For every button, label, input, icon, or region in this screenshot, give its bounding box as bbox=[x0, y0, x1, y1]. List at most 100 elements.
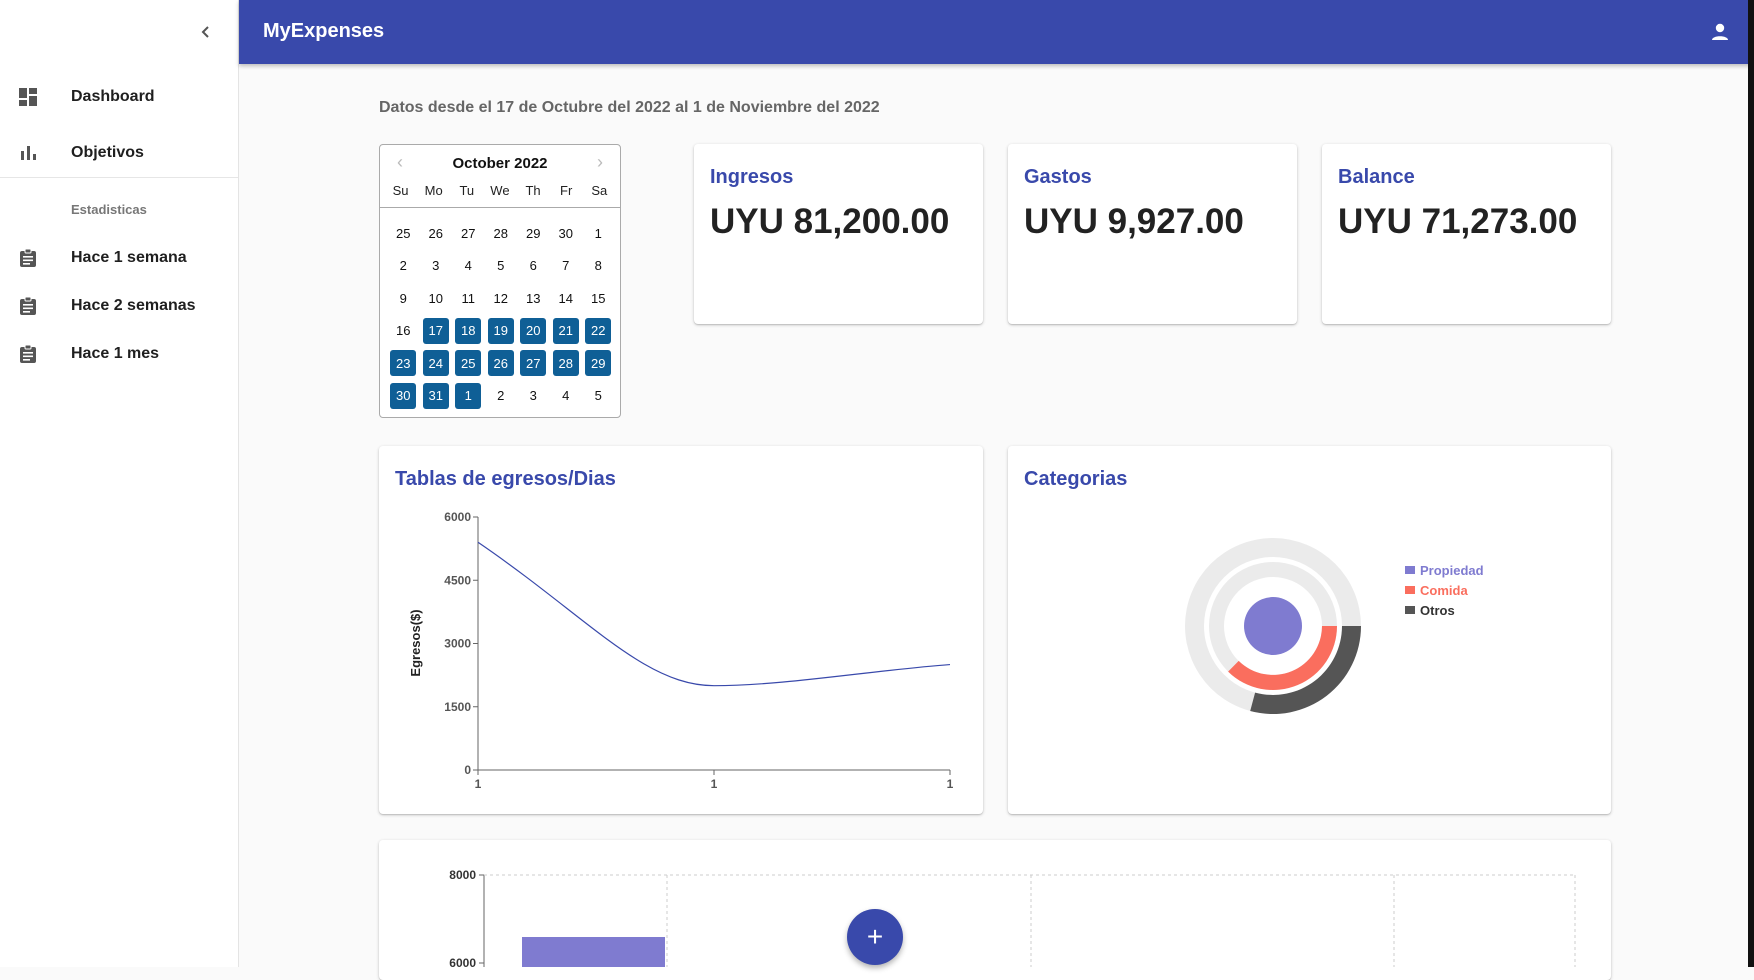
calendar-day[interactable]: 4 bbox=[550, 380, 583, 413]
calendar-day-selected[interactable]: 22 bbox=[582, 315, 615, 348]
legend-item[interactable]: Propiedad bbox=[1405, 560, 1484, 580]
assignment-icon bbox=[17, 295, 39, 317]
calendar-day-label: 1 bbox=[594, 225, 602, 241]
calendar-day[interactable]: 3 bbox=[420, 250, 453, 283]
calendar-day[interactable]: 4 bbox=[452, 250, 485, 283]
calendar-day[interactable]: 13 bbox=[517, 282, 550, 315]
calendar-day-label: 26 bbox=[428, 225, 443, 241]
calendar-day-label: 25 bbox=[396, 225, 411, 241]
calendar-day[interactable]: 5 bbox=[485, 250, 518, 283]
calendar-day-selected[interactable]: 21 bbox=[550, 315, 583, 348]
calendar-day-label: 19 bbox=[487, 317, 514, 344]
calendar-day-selected[interactable]: 30 bbox=[387, 380, 420, 413]
calendar-day[interactable]: 30 bbox=[550, 217, 583, 250]
calendar-day-label: 13 bbox=[526, 290, 541, 306]
sidebar-item-label: Dashboard bbox=[71, 88, 155, 105]
calendar-day-label: 8 bbox=[594, 258, 602, 274]
calendar-day[interactable]: 7 bbox=[550, 250, 583, 283]
app-bar: MyExpenses bbox=[239, 0, 1754, 64]
calendar-day-label: 23 bbox=[390, 350, 417, 377]
calendar-divider bbox=[380, 207, 620, 208]
calendar-day-label: 18 bbox=[455, 317, 482, 344]
calendar-day-selected[interactable]: 25 bbox=[452, 347, 485, 380]
calendar-day[interactable]: 12 bbox=[485, 282, 518, 315]
calendar-day-label: 27 bbox=[520, 350, 547, 377]
sidebar-item-objetivos[interactable]: Objetivos bbox=[0, 129, 238, 177]
calendar-day-selected[interactable]: 1 bbox=[452, 380, 485, 413]
calendar-day-selected[interactable]: 17 bbox=[420, 315, 453, 348]
calendar-day-selected[interactable]: 27 bbox=[517, 347, 550, 380]
calendar-day[interactable]: 2 bbox=[387, 250, 420, 283]
calendar-day-selected[interactable]: 24 bbox=[420, 347, 453, 380]
calendar-days-grid: 25 26 27 28 29 30 1 2 3 4 5 6 7 8 9 10 11 12 13 14 15 16 17 18 1… bbox=[387, 217, 613, 412]
calendar-day-label: 28 bbox=[552, 350, 579, 377]
calendar-day[interactable]: 10 bbox=[420, 282, 453, 315]
categories-card: Categorias Propiedad Comida Otros bbox=[1008, 446, 1611, 814]
weekday-label: Fr bbox=[560, 183, 573, 198]
card-title: Balance bbox=[1338, 166, 1415, 188]
add-expense-button[interactable]: + bbox=[847, 909, 903, 965]
sidebar-item-hace-2-semanas[interactable]: Hace 2 semanas bbox=[0, 282, 238, 330]
calendar-day[interactable]: 2 bbox=[485, 380, 518, 413]
y-axis-label: Egresos($) bbox=[408, 609, 423, 676]
legend-item[interactable]: Comida bbox=[1405, 580, 1484, 600]
calendar-day[interactable]: 26 bbox=[420, 217, 453, 250]
sidebar-item-dashboard[interactable]: Dashboard bbox=[0, 73, 238, 121]
calendar-day-selected[interactable]: 26 bbox=[485, 347, 518, 380]
calendar-day-selected[interactable]: 20 bbox=[517, 315, 550, 348]
pie-slice-otros bbox=[1250, 626, 1361, 715]
calendar-day[interactable]: 9 bbox=[387, 282, 420, 315]
chevron-left-icon[interactable]: ‹ bbox=[397, 152, 403, 172]
y-tick-label: 8000 bbox=[449, 868, 476, 882]
calendar-day[interactable]: 28 bbox=[485, 217, 518, 250]
calendar-day-label: 2 bbox=[399, 258, 407, 274]
x-tick-label: 1 bbox=[475, 777, 482, 791]
calendar-day[interactable]: 27 bbox=[452, 217, 485, 250]
calendar-day-selected[interactable]: 29 bbox=[582, 347, 615, 380]
calendar-day-label: 29 bbox=[526, 225, 541, 241]
chart-legend: Propiedad Comida Otros bbox=[1405, 560, 1484, 620]
legend-swatch bbox=[1405, 566, 1415, 574]
bar-chart-card: 8000 6000 bbox=[379, 840, 1611, 980]
calendar-day-label: 24 bbox=[422, 350, 449, 377]
calendar-day-label: 2 bbox=[497, 388, 505, 404]
calendar-day-selected[interactable]: 31 bbox=[420, 380, 453, 413]
sidebar-item-label: Hace 1 mes bbox=[71, 345, 160, 362]
gastos-card: Gastos UYU 9,927.00 bbox=[1008, 144, 1297, 324]
calendar-day-selected[interactable]: 23 bbox=[387, 347, 420, 380]
legend-swatch bbox=[1405, 606, 1415, 614]
calendar-day-label: 1 bbox=[455, 382, 482, 409]
sidebar-item-hace-1-semana[interactable]: Hace 1 semana bbox=[0, 234, 238, 282]
card-value: UYU 9,927.00 bbox=[1024, 202, 1244, 241]
assignment-icon bbox=[17, 247, 39, 269]
calendar-day[interactable]: 16 bbox=[387, 315, 420, 348]
scrollbar[interactable] bbox=[1748, 0, 1754, 967]
calendar-day-selected[interactable]: 19 bbox=[485, 315, 518, 348]
person-icon[interactable] bbox=[1708, 20, 1732, 44]
chevron-left-icon[interactable] bbox=[194, 20, 218, 44]
weekday-label: Mo bbox=[424, 183, 443, 198]
chevron-right-icon[interactable]: › bbox=[597, 152, 603, 172]
calendar-day-label: 26 bbox=[487, 350, 514, 377]
calendar-day[interactable]: 29 bbox=[517, 217, 550, 250]
sidebar-item-label: Hace 2 semanas bbox=[71, 297, 196, 314]
calendar-day-label: 11 bbox=[461, 290, 476, 306]
calendar-day[interactable]: 8 bbox=[582, 250, 615, 283]
calendar-day[interactable]: 25 bbox=[387, 217, 420, 250]
weekday-label: Su bbox=[392, 183, 409, 198]
card-value: UYU 71,273.00 bbox=[1338, 202, 1578, 241]
calendar-day[interactable]: 1 bbox=[582, 217, 615, 250]
y-tick-label: 3000 bbox=[444, 637, 471, 651]
calendar-day-label: 5 bbox=[594, 388, 602, 404]
sidebar-item-hace-1-mes[interactable]: Hace 1 mes bbox=[0, 330, 238, 378]
calendar-day[interactable]: 3 bbox=[517, 380, 550, 413]
calendar-day-selected[interactable]: 28 bbox=[550, 347, 583, 380]
calendar-day[interactable]: 15 bbox=[582, 282, 615, 315]
calendar-day[interactable]: 5 bbox=[582, 380, 615, 413]
calendar-day[interactable]: 11 bbox=[452, 282, 485, 315]
y-tick-label: 4500 bbox=[444, 573, 471, 587]
calendar-day[interactable]: 6 bbox=[517, 250, 550, 283]
calendar-day-selected[interactable]: 18 bbox=[452, 315, 485, 348]
calendar-day[interactable]: 14 bbox=[550, 282, 583, 315]
legend-item[interactable]: Otros bbox=[1405, 600, 1484, 620]
